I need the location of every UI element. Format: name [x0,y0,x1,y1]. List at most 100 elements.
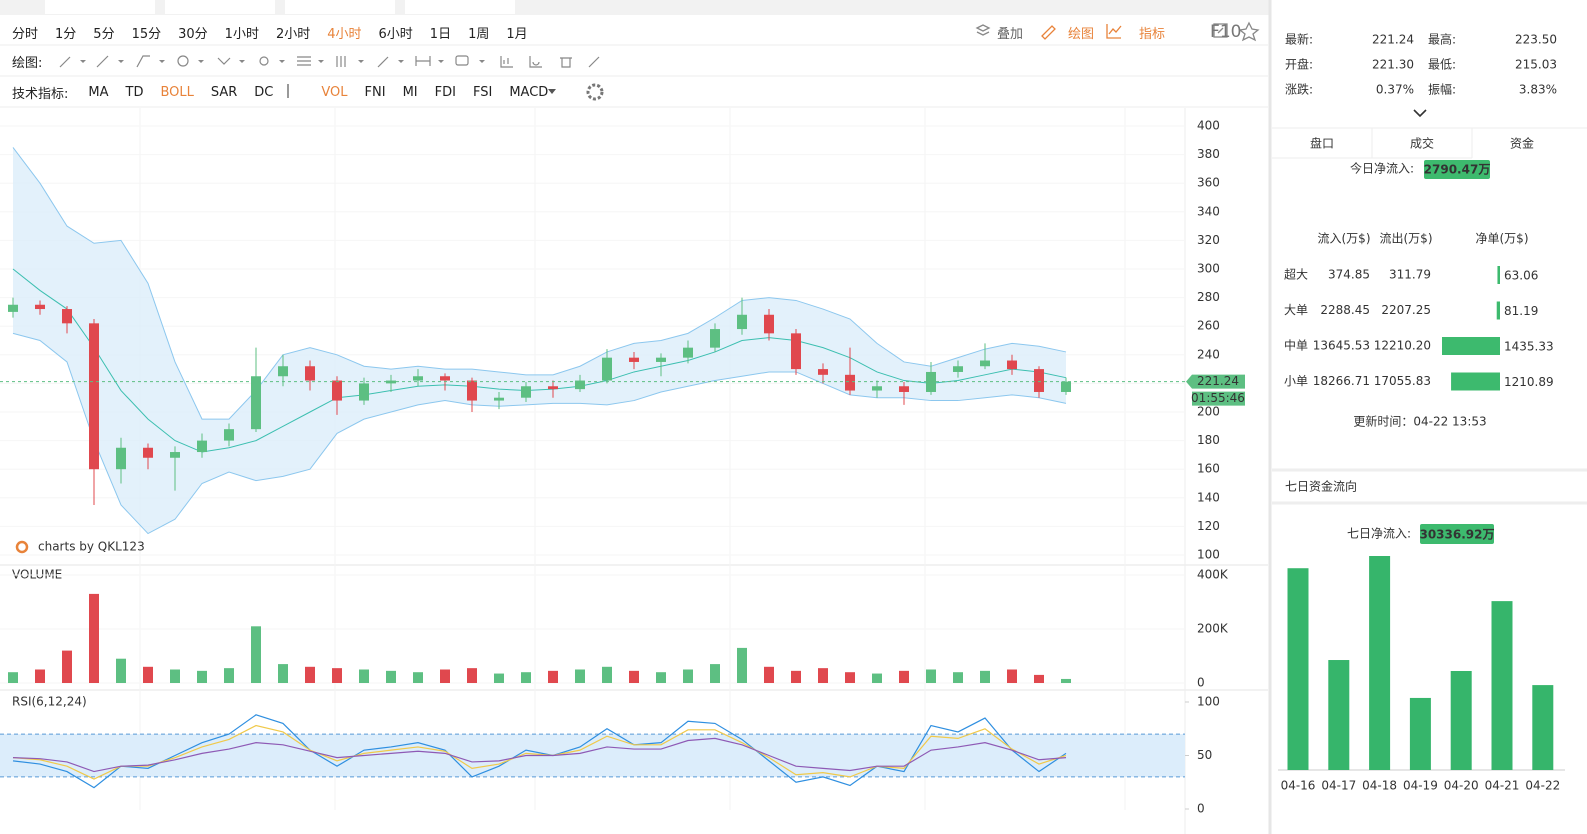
row-label: 小单 [1284,374,1308,388]
period-button[interactable]: 6小时 [378,26,413,42]
panel-tab[interactable]: 成交 [1410,136,1434,151]
net-bar [1442,337,1500,355]
stat-label: 最高: [1428,32,1456,47]
volume-bar [656,672,666,683]
main-indicator[interactable]: TD [125,84,144,100]
period-button[interactable]: 1日 [429,26,452,42]
tab[interactable] [45,0,155,14]
period-button[interactable]: 5分 [93,26,115,42]
panel-tab[interactable]: 盘口 [1310,136,1334,151]
candle-body [521,386,531,398]
volume-bar [143,666,153,683]
sub-indicator[interactable]: MACD [509,84,549,100]
volume-bar [818,668,828,683]
volume-bar [278,664,288,683]
candle-body [1061,381,1071,392]
bar [1369,556,1391,770]
draw-bar: 绘图: [12,51,59,71]
volume-bar [1034,674,1044,683]
volume-bar [953,672,963,683]
sub-indicator[interactable]: FNI [364,84,386,100]
sub-indicator[interactable]: VOL [321,84,348,100]
net-bar [1451,372,1500,391]
rsi-line [12,724,1067,780]
volume-bar [791,670,801,683]
more-caret[interactable] [548,89,556,94]
action-button[interactable]: 绘图 [1068,26,1095,42]
candle-body [602,357,612,381]
draw-tools[interactable] [59,55,600,68]
x-tick-label: 04-16 [1281,779,1316,793]
bar [1450,670,1472,770]
candle-body [791,333,801,370]
volume-bar [1007,669,1017,683]
period-button[interactable]: 分时 [12,26,39,42]
sub-indicator[interactable]: FDI [434,84,456,100]
tab[interactable] [165,0,275,14]
x-tick-label: 04-21 [1485,779,1520,793]
boll-upper [12,147,1067,420]
action-button[interactable]: 叠加 [997,26,1024,42]
main-indicator[interactable]: BOLL [160,84,194,100]
candle-body [710,329,720,348]
volume-bar [467,668,477,683]
volume-bar [494,673,504,683]
period-button[interactable]: 1周 [468,26,490,42]
main-indicator[interactable]: MA [88,84,109,100]
period-button[interactable]: 4小时 [327,26,362,42]
main-indicator[interactable]: SAR [210,84,238,100]
bar [1287,568,1309,770]
volume-bar [332,668,342,683]
sub-indicator[interactable]: MI [402,84,418,100]
action-button[interactable]: 指标 [1139,26,1166,42]
boll-band [13,147,1066,534]
y-tick-label: 160 [1197,462,1220,476]
candle-body [764,314,774,334]
candle-body [980,360,990,367]
volume-bar [116,658,126,683]
period-button[interactable]: 2小时 [275,26,311,42]
tab[interactable] [405,0,515,14]
f10-button[interactable]: F10 [1210,22,1242,42]
inflow: 2288.45 [1320,303,1370,317]
volume-bar [602,666,612,683]
toolbar-icons[interactable] [975,21,1260,42]
panel-tab[interactable]: 资金 [1510,136,1534,151]
candle-body [1007,360,1017,370]
period-button[interactable]: 1月 [506,26,528,42]
volume-bar [62,650,72,683]
period-button[interactable]: 1分 [55,26,77,42]
main-indicator[interactable]: DC [254,84,274,100]
candle-body [305,366,315,381]
sub-indicator[interactable]: FSI [472,84,493,100]
candle-body [548,386,558,390]
outflow: 311.79 [1389,268,1431,282]
countdown: 01:55:46 [1191,391,1245,405]
tab[interactable] [285,0,395,14]
expand-chevron[interactable] [1413,109,1427,118]
net-bar [1497,266,1500,284]
settings-icon[interactable] [586,83,604,101]
draw-tool-carets [80,60,485,63]
row-label: 超大 [1284,267,1308,282]
candle-body [62,309,72,324]
table-header: 流出(万$) [1380,232,1433,246]
period-button[interactable]: 1小时 [224,26,259,42]
y-tick-label: 120 [1197,519,1220,533]
price-tag-label: 221.24 [1197,374,1239,388]
y-tick-label: 0 [1197,676,1205,690]
week-value: 30336.92万 [1419,528,1494,542]
volume-bar [764,666,774,683]
candle-body [845,374,855,391]
period-button[interactable]: 15分 [131,26,162,42]
volume-bar [521,672,531,683]
y-tick-label: 260 [1197,319,1220,333]
volume-bar [305,666,315,683]
stat-value: 221.24 [1372,33,1414,47]
price-tag [1192,374,1245,389]
period-button[interactable]: 30分 [178,26,208,42]
y-tick-label: 400 [1197,119,1220,133]
candle-body [737,314,747,330]
net-bar [1496,301,1500,320]
